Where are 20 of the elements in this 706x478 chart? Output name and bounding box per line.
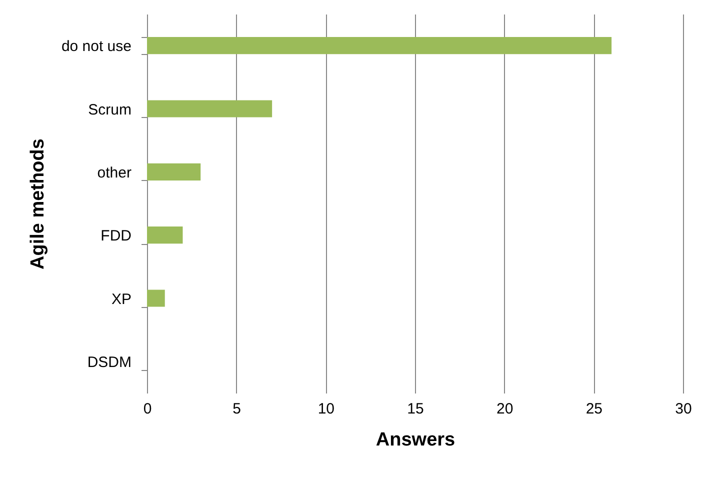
x-tick-label: 15	[407, 400, 424, 418]
bar	[147, 100, 272, 118]
x-tick-label: 0	[143, 400, 152, 418]
y-tick-label: DSDM	[87, 354, 132, 371]
bar	[147, 37, 612, 54]
bar	[147, 226, 183, 244]
x-tick-label: 25	[586, 400, 603, 418]
x-tick-label: 10	[318, 400, 335, 418]
y-axis-title: Agile methods	[27, 138, 48, 270]
x-tick-label: 30	[675, 400, 692, 418]
y-tick-label: FDD	[100, 228, 132, 245]
x-axis-title: Answers	[376, 430, 456, 450]
bar	[147, 290, 165, 307]
bar	[147, 163, 201, 180]
x-tick-label: 5	[232, 400, 242, 418]
y-tick-label: other	[97, 164, 132, 182]
y-tick-label: Scrum	[88, 101, 132, 118]
y-tick-label: XP	[111, 290, 132, 308]
x-tick-label: 20	[496, 400, 514, 418]
y-tick-label: do not use	[61, 38, 132, 56]
